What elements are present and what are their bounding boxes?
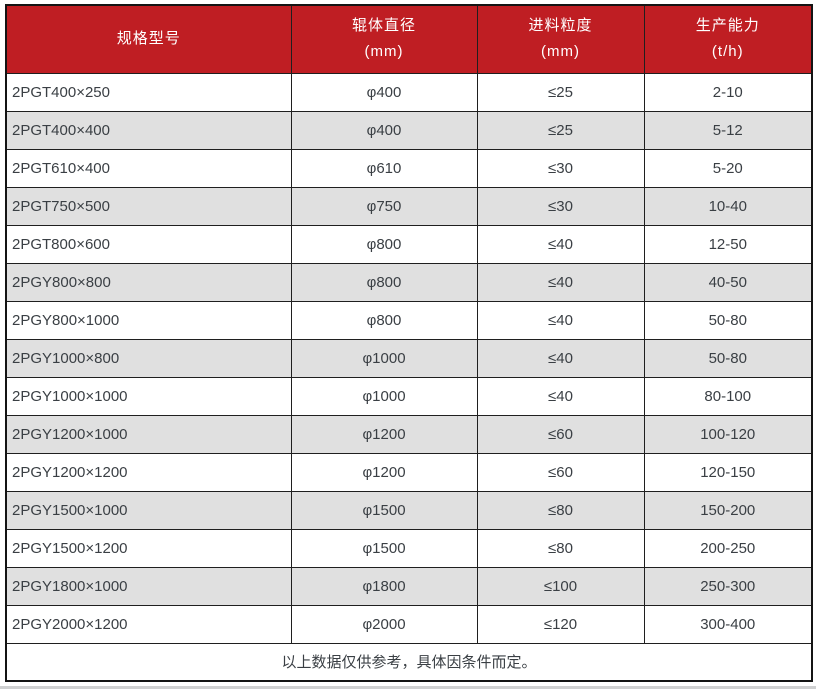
diameter-cell: φ1800 bbox=[290, 566, 478, 606]
table-header: 规格型号 辊体直径 (mm) 进料粒度 (mm) 生产能力 (t/h) bbox=[5, 4, 813, 74]
diameter-cell: φ800 bbox=[290, 262, 478, 302]
capacity-cell: 40-50 bbox=[643, 262, 813, 302]
diameter-cell: φ2000 bbox=[290, 604, 478, 644]
feed-size-cell: ≤40 bbox=[476, 224, 645, 264]
feed-size-cell: ≤40 bbox=[476, 262, 645, 302]
column-header-capacity-unit: (t/h) bbox=[711, 43, 744, 61]
table-row: 2PGY1000×1000 φ1000 ≤40 80-100 bbox=[5, 376, 813, 416]
capacity-cell: 200-250 bbox=[643, 528, 813, 568]
table-row: 2PGY800×800 φ800 ≤40 40-50 bbox=[5, 262, 813, 302]
capacity-cell: 50-80 bbox=[643, 300, 813, 340]
table-body: 2PGT400×250 φ400 ≤25 2-10 2PGT400×400 φ4… bbox=[5, 72, 813, 644]
feed-size-cell: ≤25 bbox=[476, 72, 645, 112]
column-header-diameter-label: 辊体直径 bbox=[351, 17, 416, 35]
model-cell: 2PGT750×500 bbox=[5, 186, 292, 226]
column-header-feed-size-unit: (mm) bbox=[541, 43, 580, 61]
feed-size-cell: ≤100 bbox=[476, 566, 645, 606]
table-row: 2PGT750×500 φ750 ≤30 10-40 bbox=[5, 186, 813, 226]
column-header-model-label: 规格型号 bbox=[116, 30, 181, 48]
footer-row: 以上数据仅供参考，具体因条件而定。 bbox=[5, 642, 813, 682]
feed-size-cell: ≤60 bbox=[476, 414, 645, 454]
feed-size-cell: ≤80 bbox=[476, 490, 645, 530]
model-cell: 2PGY800×1000 bbox=[5, 300, 292, 340]
column-header-diameter: 辊体直径 (mm) bbox=[290, 4, 478, 74]
model-cell: 2PGT610×400 bbox=[5, 148, 292, 188]
capacity-cell: 120-150 bbox=[643, 452, 813, 492]
column-header-model: 规格型号 bbox=[5, 4, 292, 74]
feed-size-cell: ≤60 bbox=[476, 452, 645, 492]
table-row: 2PGY1500×1000 φ1500 ≤80 150-200 bbox=[5, 490, 813, 530]
diameter-cell: φ1200 bbox=[290, 452, 478, 492]
model-cell: 2PGY1200×1000 bbox=[5, 414, 292, 454]
model-cell: 2PGY800×800 bbox=[5, 262, 292, 302]
diameter-cell: φ750 bbox=[290, 186, 478, 226]
column-header-capacity-label: 生产能力 bbox=[695, 17, 760, 35]
feed-size-cell: ≤30 bbox=[476, 148, 645, 188]
column-header-diameter-unit: (mm) bbox=[364, 43, 404, 61]
table-row: 2PGY1000×800 φ1000 ≤40 50-80 bbox=[5, 338, 813, 378]
table-row: 2PGY2000×1200 φ2000 ≤120 300-400 bbox=[5, 604, 813, 644]
capacity-cell: 5-20 bbox=[643, 148, 813, 188]
header-row: 规格型号 辊体直径 (mm) 进料粒度 (mm) 生产能力 (t/h) bbox=[5, 4, 813, 74]
column-header-feed-size: 进料粒度 (mm) bbox=[476, 4, 645, 74]
table-row: 2PGY1500×1200 φ1500 ≤80 200-250 bbox=[5, 528, 813, 568]
feed-size-cell: ≤80 bbox=[476, 528, 645, 568]
capacity-cell: 100-120 bbox=[643, 414, 813, 454]
diameter-cell: φ1500 bbox=[290, 490, 478, 530]
model-cell: 2PGT400×400 bbox=[5, 110, 292, 150]
feed-size-cell: ≤30 bbox=[476, 186, 645, 226]
model-cell: 2PGT400×250 bbox=[5, 72, 292, 112]
table-row: 2PGY1200×1200 φ1200 ≤60 120-150 bbox=[5, 452, 813, 492]
diameter-cell: φ1200 bbox=[290, 414, 478, 454]
capacity-cell: 250-300 bbox=[643, 566, 813, 606]
diameter-cell: φ1000 bbox=[290, 338, 478, 378]
roller-crusher-spec-table: 规格型号 辊体直径 (mm) 进料粒度 (mm) 生产能力 (t/h) 2PGT… bbox=[5, 4, 813, 682]
page-bottom-edge bbox=[0, 686, 816, 689]
table-row: 2PGT400×250 φ400 ≤25 2-10 bbox=[5, 72, 813, 112]
capacity-cell: 5-12 bbox=[643, 110, 813, 150]
capacity-cell: 50-80 bbox=[643, 338, 813, 378]
model-cell: 2PGY1200×1200 bbox=[5, 452, 292, 492]
feed-size-cell: ≤25 bbox=[476, 110, 645, 150]
table-footer: 以上数据仅供参考，具体因条件而定。 bbox=[5, 642, 813, 682]
model-cell: 2PGT800×600 bbox=[5, 224, 292, 264]
table-row: 2PGY800×1000 φ800 ≤40 50-80 bbox=[5, 300, 813, 340]
diameter-cell: φ400 bbox=[290, 72, 478, 112]
table-row: 2PGT800×600 φ800 ≤40 12-50 bbox=[5, 224, 813, 264]
diameter-cell: φ610 bbox=[290, 148, 478, 188]
spec-table-container: 规格型号 辊体直径 (mm) 进料粒度 (mm) 生产能力 (t/h) 2PGT… bbox=[5, 4, 813, 682]
column-header-feed-size-label: 进料粒度 bbox=[528, 17, 593, 35]
model-cell: 2PGY2000×1200 bbox=[5, 604, 292, 644]
capacity-cell: 10-40 bbox=[643, 186, 813, 226]
capacity-cell: 80-100 bbox=[643, 376, 813, 416]
feed-size-cell: ≤40 bbox=[476, 300, 645, 340]
table-row: 2PGT610×400 φ610 ≤30 5-20 bbox=[5, 148, 813, 188]
capacity-cell: 150-200 bbox=[643, 490, 813, 530]
capacity-cell: 2-10 bbox=[643, 72, 813, 112]
diameter-cell: φ1000 bbox=[290, 376, 478, 416]
model-cell: 2PGY1000×800 bbox=[5, 338, 292, 378]
model-cell: 2PGY1800×1000 bbox=[5, 566, 292, 606]
column-header-capacity: 生产能力 (t/h) bbox=[643, 4, 813, 74]
feed-size-cell: ≤40 bbox=[476, 376, 645, 416]
capacity-cell: 300-400 bbox=[643, 604, 813, 644]
capacity-cell: 12-50 bbox=[643, 224, 813, 264]
table-row: 2PGY1200×1000 φ1200 ≤60 100-120 bbox=[5, 414, 813, 454]
diameter-cell: φ1500 bbox=[290, 528, 478, 568]
diameter-cell: φ800 bbox=[290, 224, 478, 264]
table-row: 2PGT400×400 φ400 ≤25 5-12 bbox=[5, 110, 813, 150]
model-cell: 2PGY1500×1200 bbox=[5, 528, 292, 568]
model-cell: 2PGY1000×1000 bbox=[5, 376, 292, 416]
diameter-cell: φ800 bbox=[290, 300, 478, 340]
feed-size-cell: ≤40 bbox=[476, 338, 645, 378]
feed-size-cell: ≤120 bbox=[476, 604, 645, 644]
footer-note: 以上数据仅供参考，具体因条件而定。 bbox=[5, 642, 813, 682]
table-row: 2PGY1800×1000 φ1800 ≤100 250-300 bbox=[5, 566, 813, 606]
model-cell: 2PGY1500×1000 bbox=[5, 490, 292, 530]
diameter-cell: φ400 bbox=[290, 110, 478, 150]
